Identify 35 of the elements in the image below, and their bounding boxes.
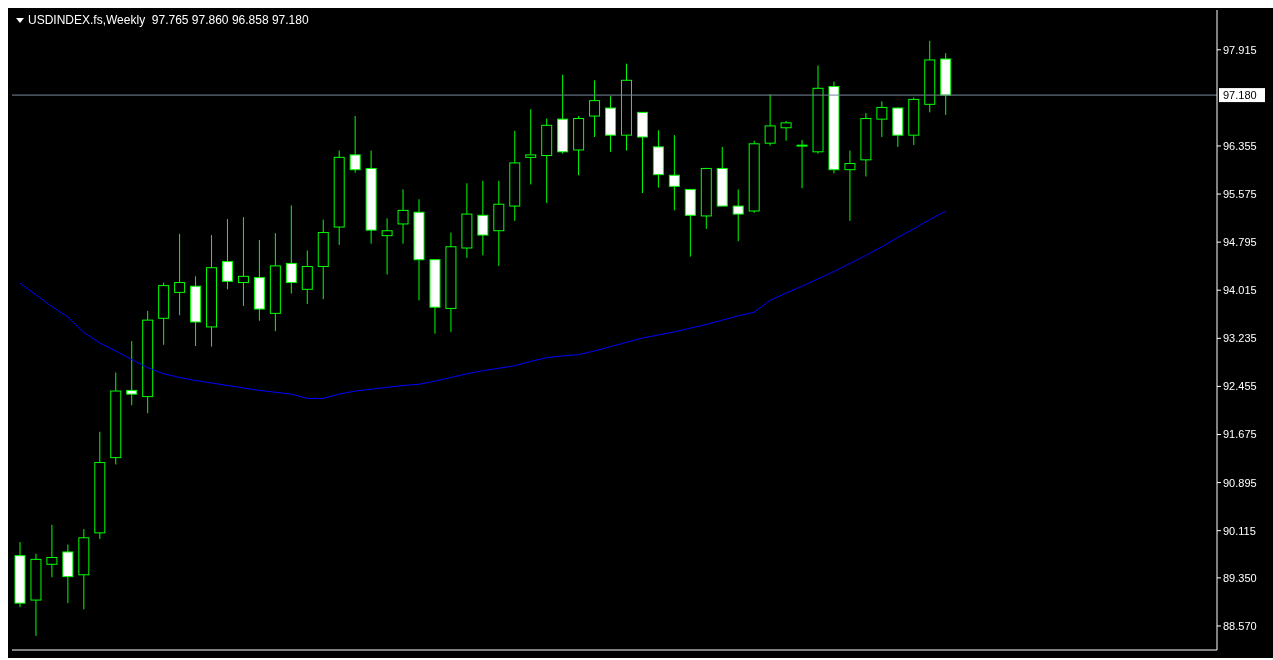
y-tick-label: 88.570 <box>1223 619 1257 632</box>
y-tick-label: 97.915 <box>1223 43 1257 56</box>
candlestick <box>844 150 856 222</box>
candlestick <box>221 218 233 290</box>
ref-line-label: 97.180 <box>1223 89 1257 102</box>
candlestick <box>780 120 792 142</box>
y-tick-label: 95.575 <box>1223 187 1257 200</box>
y-tick-label: 89.350 <box>1223 571 1257 584</box>
y-tick-label: 94.795 <box>1223 236 1257 249</box>
chart-title: USDINDEX.fs,Weekly 97.765 97.860 96.858 97.180 <box>28 13 309 27</box>
candlestick <box>397 188 409 245</box>
candlestick <box>796 139 808 189</box>
y-tick-label: 92.455 <box>1223 380 1257 393</box>
candlestick <box>301 249 313 305</box>
y-tick-label: 91.675 <box>1223 428 1257 441</box>
y-tick-label: 90.115 <box>1223 524 1256 537</box>
candlestick <box>525 108 537 185</box>
candlestick <box>237 216 249 307</box>
candlestick <box>668 134 680 211</box>
candlestick <box>477 180 489 256</box>
candlestick <box>589 79 601 138</box>
y-tick-label: 96.355 <box>1223 139 1257 152</box>
candlestick <box>126 340 138 406</box>
candlestick <box>46 524 58 578</box>
candlestick <box>285 204 297 295</box>
candlestick <box>876 100 888 138</box>
candlestick <box>174 233 186 316</box>
y-tick-label: 90.895 <box>1223 476 1257 489</box>
candlestick <box>764 93 776 147</box>
y-tick-label: 93.235 <box>1223 332 1257 345</box>
line-series <box>19 210 947 399</box>
y-tick-label: 94.015 <box>1223 284 1257 297</box>
candlestick <box>381 217 393 276</box>
candlestick <box>349 115 361 174</box>
candlestick <box>732 188 744 242</box>
